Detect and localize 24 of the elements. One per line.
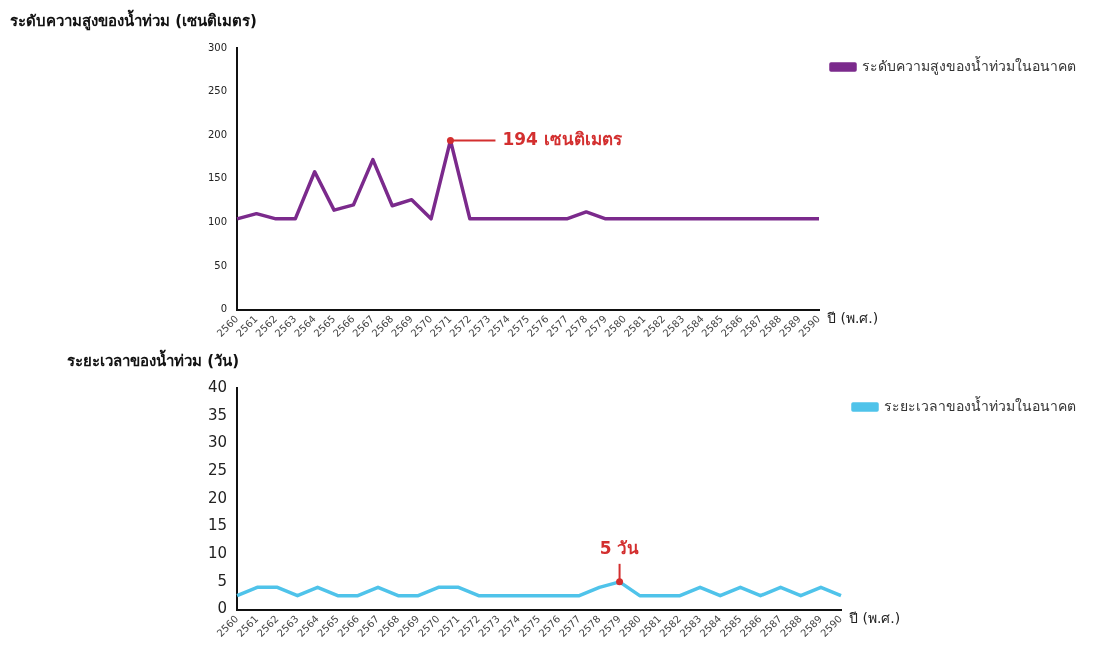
y-tick-label: 15 [207, 516, 228, 535]
y-tick-label: 25 [207, 460, 228, 479]
y-tick-label: 0 [217, 599, 228, 618]
y-tick-label: 50 [214, 259, 228, 271]
y-tick-label: 30 [207, 433, 228, 452]
y-tick-label: 100 [207, 215, 228, 227]
y-tick-label: 5 [217, 571, 228, 590]
y-axis-title: ระดับความสูงของน้ำท่วม (เซนติเมตร) [10, 8, 257, 31]
y-tick-label: 300 [207, 41, 228, 53]
y-tick-label: 250 [207, 85, 228, 97]
legend-label: ระยะเวลาของน้ำท่วมในอนาคต [884, 395, 1076, 414]
annotation: 194 เซนติเมตร [502, 128, 623, 149]
x-axis-title: ปี (พ.ศ.) [849, 610, 901, 627]
y-axis-title: ระยะเวลาของน้ำท่วม (วัน) [67, 348, 240, 370]
y-tick-label: 20 [207, 488, 228, 507]
y-tick-label: 10 [207, 544, 228, 563]
annotation: 5 วัน [599, 538, 640, 559]
y-tick-label: 40 [207, 377, 228, 396]
y-tick-label: 0 [220, 303, 228, 315]
y-tick-label: 35 [207, 405, 228, 424]
y-tick-label: 150 [207, 172, 228, 184]
y-tick-label: 200 [207, 128, 228, 140]
x-axis-title: ปี (พ.ศ.) [827, 310, 879, 327]
legend-label: ระดับความสูงของน้ำท่วมในอนาคต [862, 55, 1076, 75]
